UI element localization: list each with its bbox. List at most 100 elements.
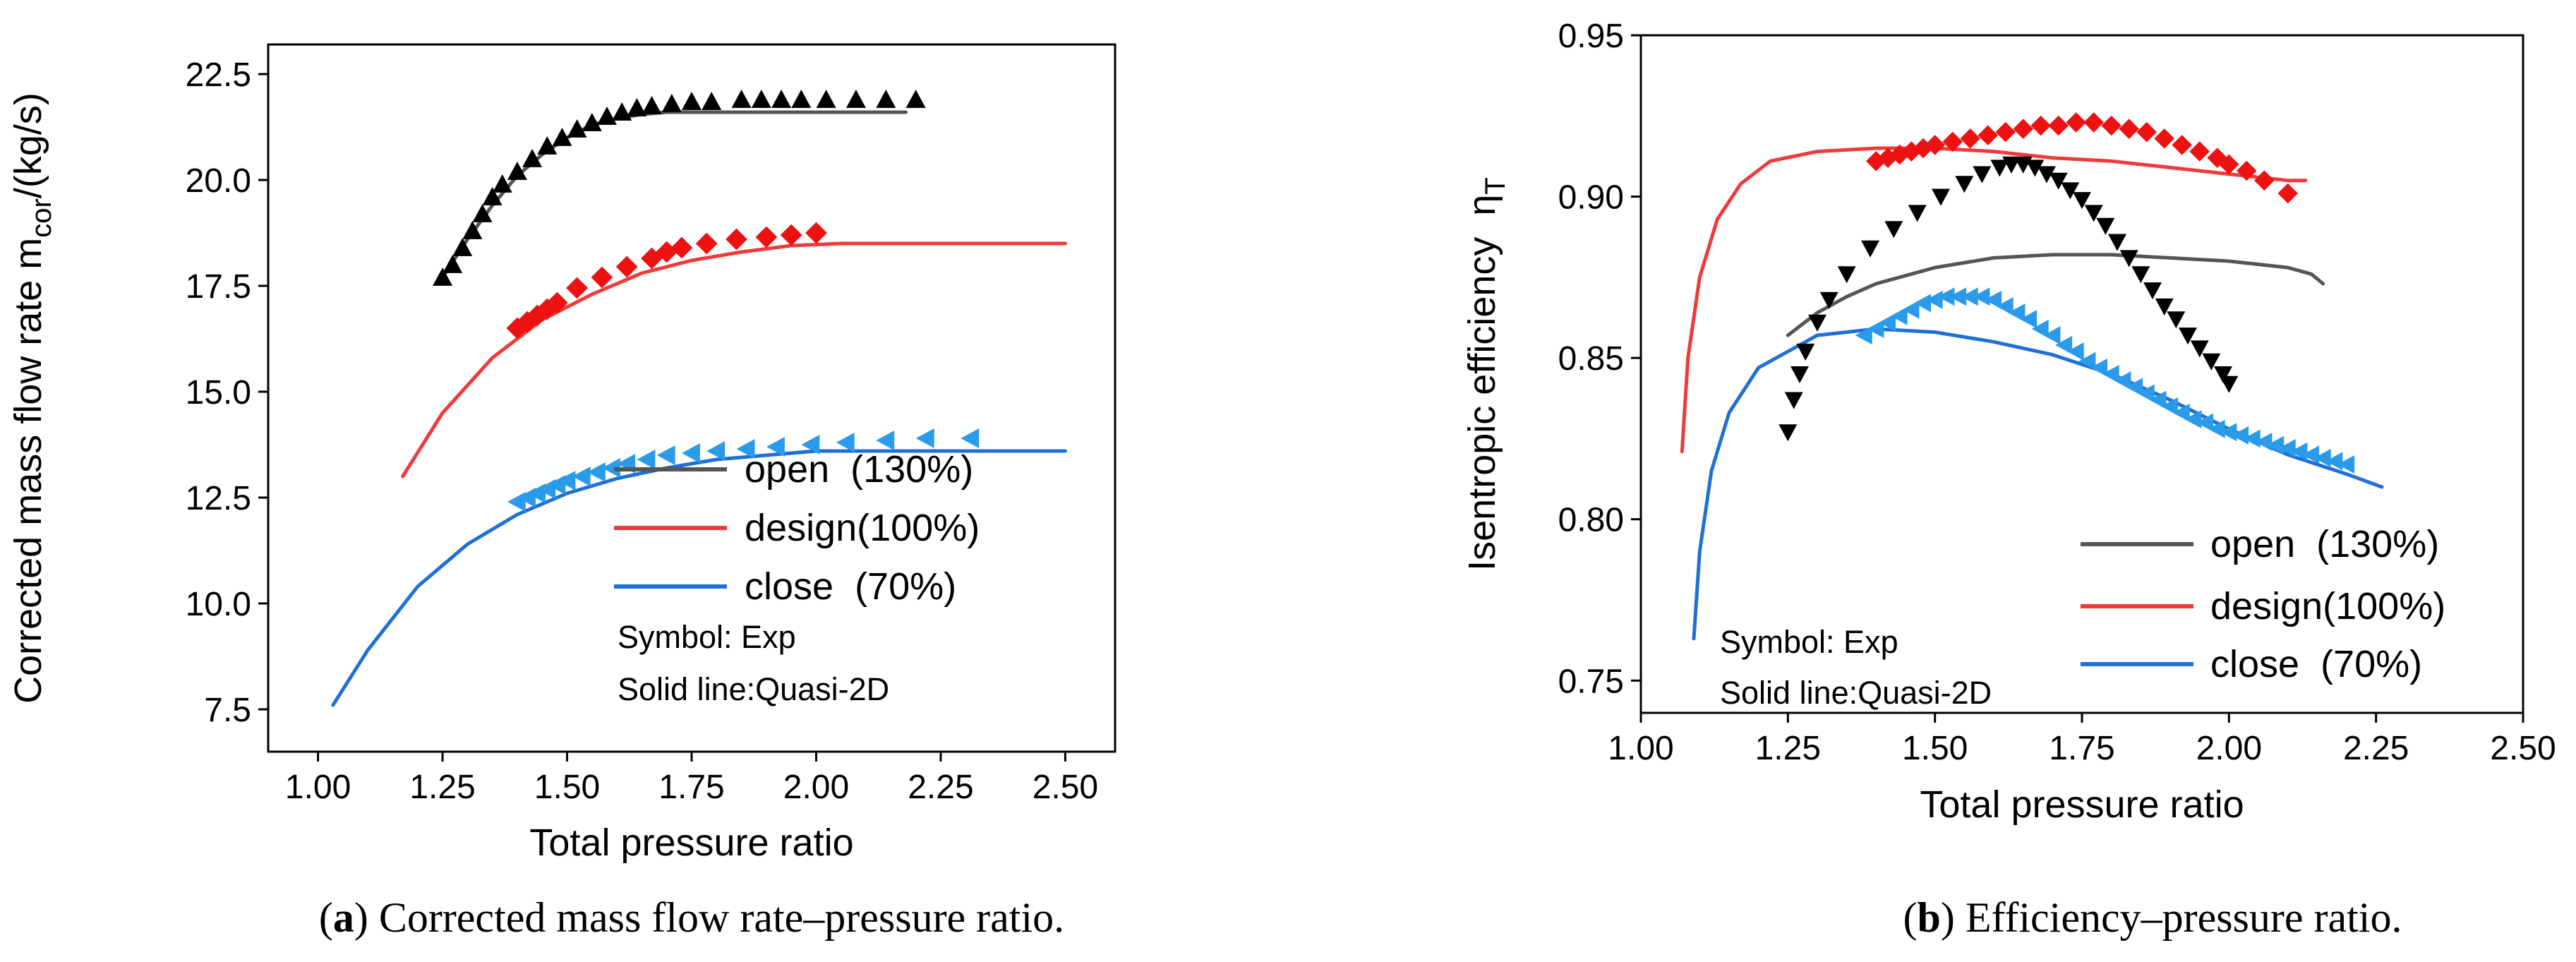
- panel-a-data-point: [482, 187, 502, 205]
- panel-a-data-point: [641, 247, 663, 270]
- panel-b-data-point: [1796, 343, 1815, 361]
- panel-a-data-point: [961, 428, 980, 448]
- panel-b-y-tick-label: 0.75: [1558, 663, 1624, 700]
- panel-b-data-point: [2254, 170, 2275, 191]
- panel-a-y-tick-label: 22.5: [186, 56, 251, 94]
- panel-a-y-axis-title-sub: cor: [26, 198, 57, 238]
- panel-b-data-point: [1973, 166, 1992, 184]
- panel-a-data-point: [726, 228, 747, 251]
- panel-b-series-line: [1786, 253, 2325, 337]
- panel-b-data-point: [2119, 119, 2139, 139]
- panel-a-x-tick-label: 2.00: [783, 769, 849, 806]
- panel-b-data-point: [1890, 306, 1908, 325]
- panel-a-x-tick-label: 2.25: [908, 769, 973, 806]
- panel-a-data-point: [656, 445, 675, 465]
- panel-a-data-point: [695, 232, 718, 255]
- panel-b-data-point: [1778, 424, 1798, 442]
- panel-a-ticks: 1.00 1.25 1.50 1.75 2.00 2.25 2.50 7.5 10.0 12.5 1…: [186, 56, 1099, 806]
- panel-b-legend: open (130%) design(100%) close (70%): [2081, 523, 2445, 685]
- panel-a-data-point: [682, 92, 702, 110]
- panel-a-data-point: [586, 462, 606, 482]
- panel-a-data-point: [615, 255, 638, 278]
- panel-b-data-point: [1866, 151, 1886, 172]
- panel-b-data-point: [2219, 154, 2239, 175]
- panel-a-x-tick-label: 1.75: [658, 769, 724, 806]
- panel-b-data-point: [2220, 375, 2239, 393]
- panel-b-y-tick-label: 0.90: [1558, 179, 1624, 217]
- panel-b-x-tick-label: 1.75: [2049, 730, 2114, 767]
- panel-b-data-point: [1995, 121, 2016, 143]
- panel-b-data-point: [1960, 128, 1980, 149]
- panel-b-y-axis-title-sub: T: [1480, 177, 1511, 194]
- panel-b-x-tick-label: 1.50: [1902, 730, 1968, 767]
- panel-b-data-point: [2026, 160, 2045, 177]
- panel-b-data-point: [2255, 433, 2273, 451]
- panel-b-data-point: [1990, 160, 2009, 177]
- panel-b-data-point: [2232, 426, 2249, 445]
- panel-b-data-point: [2078, 351, 2096, 371]
- panel-a-data-point: [612, 102, 632, 121]
- panel-b-data-point: [2207, 148, 2227, 168]
- panel-a-x-axis-title: Total pressure ratio: [529, 822, 853, 864]
- panel-b-data-point: [2090, 358, 2108, 377]
- panel-a-legend-label-design: design(100%): [745, 507, 980, 549]
- panel-a-y-tick-label: 20.0: [186, 162, 251, 200]
- panel-b-data-point: [2102, 365, 2119, 383]
- panel-b-data-point: [1867, 320, 1884, 338]
- panel-a-data-point: [670, 236, 693, 259]
- panel-b-data-point: [2137, 384, 2155, 403]
- panel-a-y-tick-label: 12.5: [186, 480, 251, 517]
- panel-a-caption-open: (: [319, 894, 333, 941]
- panel-b-data-point: [1808, 314, 1826, 332]
- panel-b-data-point: [1884, 221, 1903, 239]
- panel-b-data-point: [2013, 119, 2033, 139]
- panel-b-data-point: [2155, 298, 2174, 315]
- panel-b-data-point: [2196, 413, 2214, 432]
- panel-b-x-tick-label: 2.50: [2490, 730, 2556, 767]
- panel-b-data-point: [2277, 183, 2298, 204]
- panel-b: 1.00 1.25 1.50 1.75 2.00 2.25 2.50 0.75 0.80 0.85…: [1461, 18, 2556, 941]
- panel-b-data-point: [1932, 188, 1950, 206]
- panel-a-y-tick-label: 17.5: [186, 268, 251, 306]
- panel-a-data-point: [602, 458, 620, 478]
- panel-a-data-point: [516, 311, 538, 333]
- panel-a-series-line: [401, 241, 1067, 479]
- panel-b-data-point: [2119, 250, 2138, 267]
- panel-b-data-point: [1942, 131, 1963, 152]
- panel-a-data-point: [537, 136, 558, 155]
- panel-b-data-point: [1819, 291, 1838, 309]
- panel-a-data-point: [876, 90, 896, 108]
- panel-a-data-point: [642, 96, 662, 114]
- panel-b-data-point: [1961, 287, 1978, 306]
- panel-a-data-point: [567, 119, 587, 138]
- panel-b-data-point: [2131, 266, 2150, 284]
- panel-a-y-tick-label: 7.5: [204, 692, 251, 729]
- panel-b-data-point: [2325, 452, 2343, 471]
- panel-b-data-point: [2030, 115, 2051, 136]
- panel-a-data-point: [557, 471, 576, 491]
- panel-b-data-point: [1949, 287, 1967, 306]
- panel-b-data-point: [2043, 326, 2061, 345]
- panel-a-data-point: [552, 128, 572, 146]
- panel-a-data-point: [780, 224, 802, 246]
- panel-a-y-axis-title-main: Corrected mass flow rate m: [7, 238, 49, 704]
- panel-a-data-point: [597, 107, 617, 125]
- panel-a-data-point: [816, 90, 836, 108]
- panel-b-data-point: [1925, 135, 1945, 155]
- panel-b-caption: (b) Efficiency–pressure ratio.: [1903, 894, 2402, 941]
- panel-a-data-point: [751, 90, 771, 108]
- panel-a-x-tick-label: 1.25: [409, 769, 475, 806]
- panel-a-x-tick-label: 1.00: [285, 769, 351, 806]
- panel-b-data-point: [2214, 366, 2232, 383]
- panel-b-data-point: [2101, 115, 2121, 136]
- panel-b-data-point: [1902, 300, 1920, 319]
- panel-b-legend-label-close: close (70%): [2210, 643, 2422, 685]
- panel-b-data-point: [1908, 205, 1927, 222]
- panel-a-data-point: [572, 467, 591, 486]
- panel-b-data-point: [2083, 112, 2104, 133]
- panel-b-data-point: [2038, 166, 2056, 184]
- panel-a-data-point: [536, 298, 558, 320]
- panel-b-x-tick-label: 2.25: [2343, 730, 2409, 767]
- panel-b-data-point: [2084, 205, 2103, 222]
- panel-b-data-point: [1914, 294, 1932, 313]
